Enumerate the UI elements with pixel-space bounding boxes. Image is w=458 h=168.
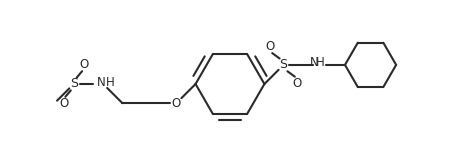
Text: O: O <box>79 58 88 71</box>
Text: S: S <box>70 77 78 91</box>
Text: O: O <box>172 97 181 110</box>
Text: O: O <box>293 77 302 90</box>
Text: N: N <box>310 56 319 69</box>
Text: H: H <box>106 76 115 89</box>
Text: H: H <box>316 56 325 69</box>
Text: S: S <box>279 58 288 71</box>
Text: O: O <box>59 97 69 110</box>
Text: N: N <box>96 76 105 89</box>
Text: O: O <box>265 40 274 53</box>
